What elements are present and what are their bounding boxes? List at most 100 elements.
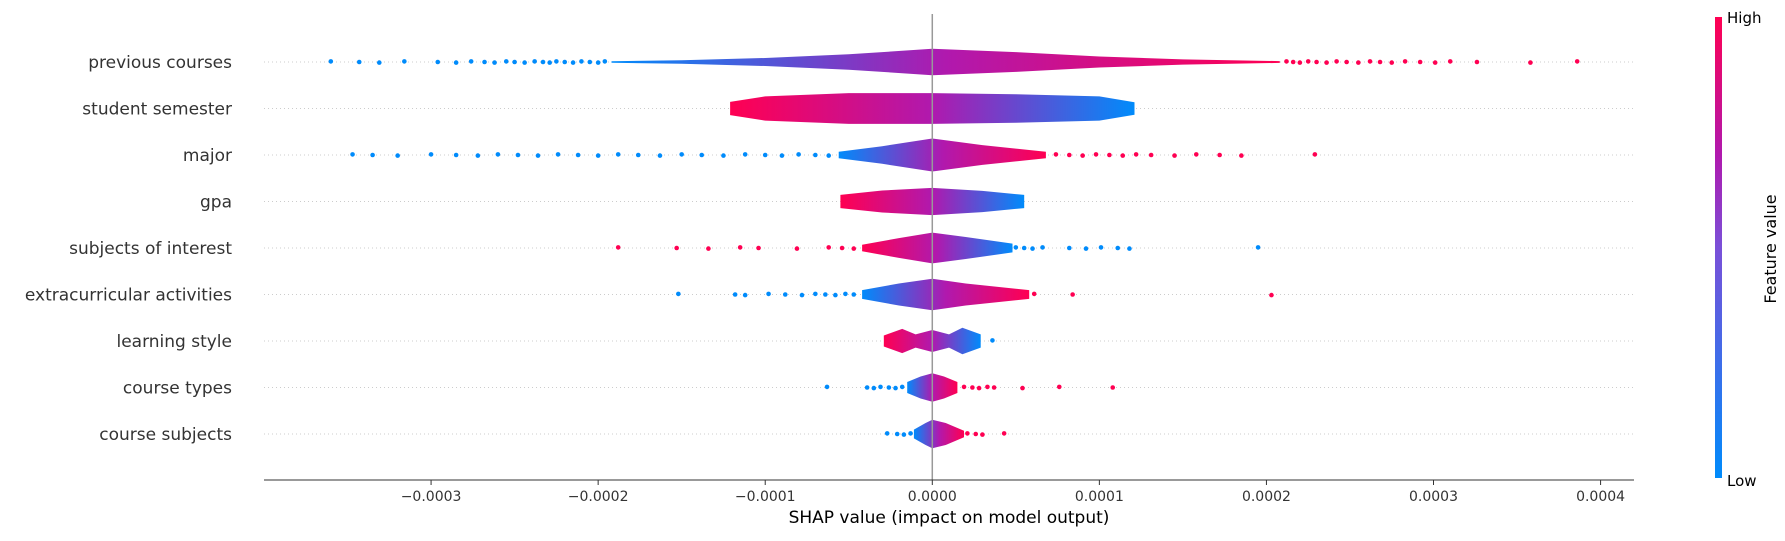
outlier-point-high <box>980 432 985 437</box>
outlier-point-low <box>894 431 900 437</box>
outlier-point-high <box>973 431 979 437</box>
colorbar-low-label: Low <box>1727 472 1757 490</box>
x-tick-label: −0.0002 <box>568 489 629 505</box>
outlier-point-high <box>1093 152 1099 157</box>
outlier-point-low <box>742 152 748 157</box>
feature-rows: previous courses student semester major gpa… <box>25 48 1634 449</box>
feature-label: learning style <box>116 332 232 352</box>
outlier-point-high <box>1056 384 1062 390</box>
outlier-point-low <box>579 59 584 64</box>
outlier-point-high <box>1402 59 1408 64</box>
x-tick-label: 0.0003 <box>1409 489 1458 505</box>
outlier-point-high <box>991 385 997 390</box>
outlier-point-high <box>1284 59 1289 64</box>
outlier-point-high <box>826 245 832 250</box>
outlier-point-low <box>555 152 561 157</box>
outlier-point-high <box>965 431 970 436</box>
outlier-point-high <box>674 245 679 251</box>
outlier-point-high <box>1020 385 1025 391</box>
outlier-point-high <box>1305 59 1311 64</box>
outlier-point-low <box>575 152 581 158</box>
outlier-point-low <box>901 432 907 437</box>
feature-row-course-subjects: course subjects <box>99 419 1634 449</box>
outlier-point-low <box>908 431 913 436</box>
outlier-point-low <box>823 292 828 297</box>
feature-row-previous-courses: previous courses <box>88 48 1634 76</box>
outlier-point-low <box>453 152 459 158</box>
outlier-point-high <box>1297 60 1303 65</box>
x-tick-label: −0.0001 <box>735 489 796 505</box>
outlier-point-low <box>813 152 818 158</box>
outlier-point-high <box>1367 59 1373 64</box>
outlier-point-high <box>1239 153 1244 158</box>
outlier-point-high <box>1120 153 1126 158</box>
outlier-point-low <box>587 59 593 65</box>
outlier-point-low <box>990 338 995 343</box>
outlier-point-high <box>1193 152 1199 157</box>
colorbar-high-label: High <box>1727 9 1761 27</box>
outlier-point-low <box>1115 245 1121 251</box>
outlier-point-high <box>1417 59 1423 65</box>
outlier-point-low <box>851 292 857 297</box>
outlier-point-low <box>1255 245 1261 250</box>
outlier-point-low <box>893 385 898 391</box>
feature-label: course subjects <box>99 425 232 445</box>
outlier-point-high <box>1080 153 1085 158</box>
feature-row-course-types: course types <box>123 373 1634 402</box>
outlier-point-high <box>851 246 857 251</box>
outlier-point-low <box>899 384 905 390</box>
outlier-point-high <box>839 245 845 251</box>
outlier-point-high <box>1070 292 1075 297</box>
outlier-point-high <box>976 385 982 391</box>
outlier-point-high <box>756 245 761 251</box>
x-axis-ticks: −0.0003 −0.0002 −0.0001 0.0000 0.0001 0.0002 0… <box>401 480 1625 505</box>
outlier-point-high <box>1447 59 1453 64</box>
outlier-point-low <box>742 292 748 298</box>
outlier-point-low <box>871 385 877 391</box>
outlier-point-low <box>435 59 441 65</box>
outlier-point-high <box>1031 291 1037 297</box>
x-tick-label: 0.0002 <box>1242 489 1291 505</box>
outlier-point-low <box>1030 246 1035 251</box>
x-tick-label: −0.0003 <box>401 489 462 505</box>
outlier-point-high <box>1053 152 1059 157</box>
feature-row-student-semester: student semester <box>82 93 1634 124</box>
feature-label: extracurricular activities <box>25 286 232 306</box>
outlier-point-low <box>1127 246 1132 251</box>
x-tick-label: 0.0001 <box>1075 489 1124 505</box>
outlier-point-low <box>370 152 375 158</box>
feature-label: major <box>183 146 232 166</box>
feature-label: course types <box>123 379 232 399</box>
outlier-point-low <box>782 292 788 297</box>
outlier-point-low <box>595 60 601 65</box>
outlier-point-low <box>721 153 726 158</box>
outlier-point-low <box>766 291 771 297</box>
outlier-point-high <box>1334 59 1339 64</box>
feature-label: student semester <box>82 100 232 120</box>
outlier-point-low <box>356 59 362 65</box>
outlier-point-high <box>1574 59 1580 64</box>
x-tick-label: 0.0000 <box>908 489 957 505</box>
outlier-point-low <box>796 152 801 157</box>
outlier-point-high <box>1133 152 1139 157</box>
outlier-point-low <box>1040 245 1045 250</box>
x-axis-label: SHAP value (impact on model output) <box>789 508 1110 528</box>
outlier-point-low <box>824 384 830 390</box>
outlier-point-low <box>1083 246 1089 251</box>
feature-row-learning-style: learning style <box>116 327 1634 355</box>
outlier-point-low <box>886 385 892 390</box>
outlier-point-high <box>1324 60 1329 65</box>
outlier-point-low <box>547 60 552 65</box>
outlier-point-high <box>1389 60 1395 65</box>
colorbar: High Low Feature value <box>1715 9 1780 490</box>
outlier-point-low <box>453 60 459 65</box>
outlier-point-low <box>1066 245 1072 251</box>
feature-label: gpa <box>200 193 232 213</box>
outlier-point-high <box>737 245 743 250</box>
outlier-point-low <box>512 59 517 65</box>
outlier-point-low <box>482 59 487 65</box>
outlier-point-high <box>1066 152 1072 158</box>
outlier-point-low <box>468 59 474 64</box>
outlier-point-low <box>1098 245 1104 250</box>
